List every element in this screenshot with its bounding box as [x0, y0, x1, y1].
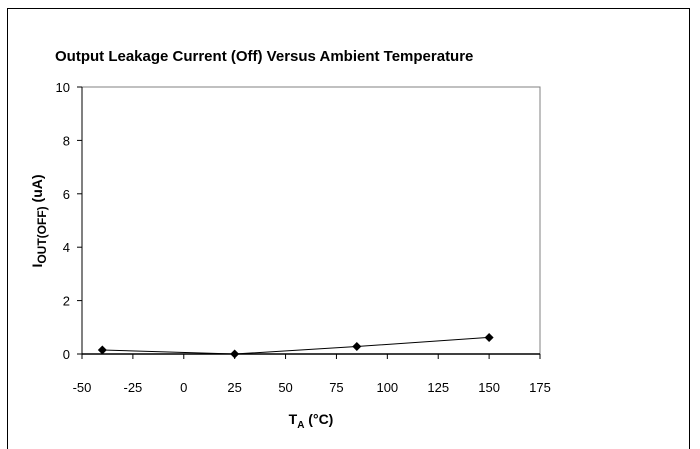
y-axis-label-sub: OUT(OFF) [35, 206, 49, 263]
y-tick-label: 0 [63, 347, 70, 362]
y-axis-ticks: 0 2 4 6 8 10 [56, 80, 82, 362]
x-tick-label: 125 [427, 380, 449, 395]
x-tick-label: 150 [478, 380, 500, 395]
x-tick-label: 100 [376, 380, 398, 395]
y-tick-label: 6 [63, 187, 70, 202]
data-point-marker [352, 342, 362, 352]
y-tick-label: 4 [63, 240, 70, 255]
y-tick-label: 8 [63, 133, 70, 148]
x-tick-label: -50 [73, 380, 92, 395]
series-line [102, 336, 490, 355]
x-tick-label: -25 [123, 380, 142, 395]
y-axis-label: IOUT(OFF) (uA) [29, 174, 49, 267]
x-axis-label-sub: A [297, 420, 304, 431]
y-tick-label: 10 [56, 80, 70, 95]
x-axis-label-unit: (°C) [304, 411, 333, 427]
series-layer [97, 332, 494, 359]
data-point-marker [97, 345, 107, 355]
x-tick-label: 75 [329, 380, 343, 395]
x-tick-label: 50 [278, 380, 292, 395]
x-tick-label: 175 [529, 380, 551, 395]
x-axis-label-main: T [289, 411, 298, 427]
x-tick-label: 25 [227, 380, 241, 395]
y-tick-label: 2 [63, 294, 70, 309]
x-axis-ticks: -50 -25 0 25 50 75 100 125 150 175 [73, 354, 551, 395]
x-tick-label: 0 [180, 380, 187, 395]
y-axis-label-main: I [29, 264, 45, 268]
plot-area [81, 86, 541, 355]
y-axis-label-unit: (uA) [29, 174, 45, 206]
x-axis-label: TA (°C) [289, 411, 334, 431]
chart-title: Output Leakage Current (Off) Versus Ambi… [55, 48, 473, 65]
data-point-marker [484, 332, 494, 342]
chart-frame [7, 8, 690, 449]
